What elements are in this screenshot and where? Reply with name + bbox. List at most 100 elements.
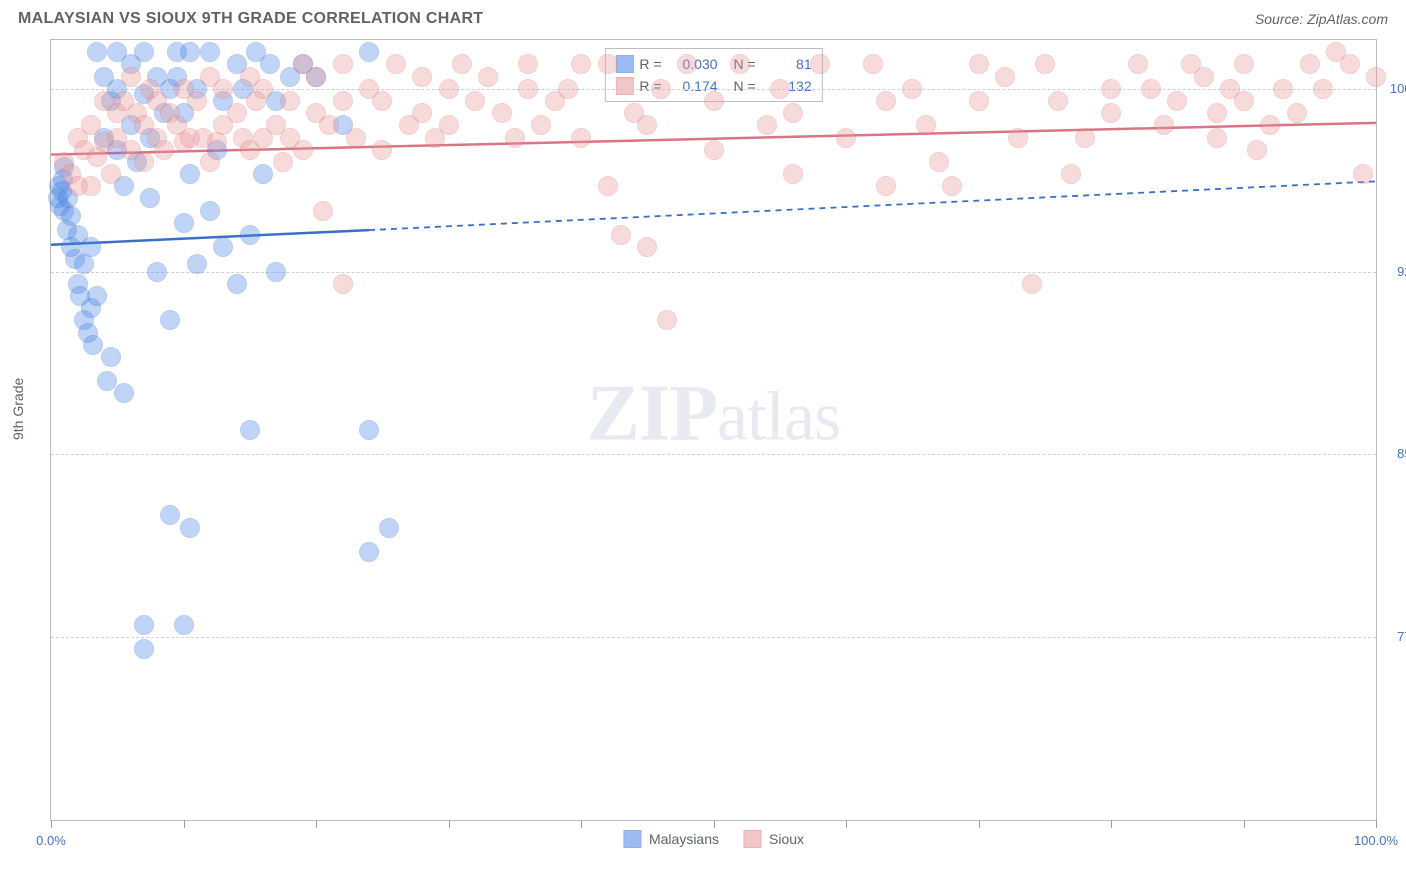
data-point	[200, 201, 220, 221]
gridline	[51, 454, 1376, 455]
data-point	[74, 254, 94, 274]
data-point	[227, 274, 247, 294]
x-tick	[846, 820, 847, 828]
data-point	[240, 420, 260, 440]
data-point	[372, 140, 392, 160]
data-point	[863, 54, 883, 74]
data-point	[518, 79, 538, 99]
y-tick-label: 77.5%	[1384, 629, 1406, 644]
y-tick-label: 85.0%	[1384, 446, 1406, 461]
data-point	[160, 505, 180, 525]
data-point	[730, 54, 750, 74]
data-point	[637, 237, 657, 257]
data-point	[1273, 79, 1293, 99]
data-point	[1008, 128, 1028, 148]
data-point	[359, 542, 379, 562]
gridline	[51, 272, 1376, 273]
data-point	[1300, 54, 1320, 74]
data-point	[611, 225, 631, 245]
data-point	[876, 176, 896, 196]
data-point	[180, 518, 200, 538]
sioux-swatch-icon	[743, 830, 761, 848]
data-point	[810, 54, 830, 74]
data-point	[518, 54, 538, 74]
data-point	[1234, 91, 1254, 111]
data-point	[1207, 103, 1227, 123]
data-point	[207, 132, 227, 152]
data-point	[97, 371, 117, 391]
y-tick-label: 92.5%	[1384, 264, 1406, 279]
data-point	[929, 152, 949, 172]
data-point	[505, 128, 525, 148]
data-point	[651, 79, 671, 99]
data-point	[87, 286, 107, 306]
data-point	[770, 79, 790, 99]
data-point	[313, 201, 333, 221]
data-point	[465, 91, 485, 111]
data-point	[637, 115, 657, 135]
data-point	[101, 164, 121, 184]
data-point	[154, 140, 174, 160]
data-point	[240, 225, 260, 245]
data-point	[783, 103, 803, 123]
data-point	[319, 115, 339, 135]
data-point	[492, 103, 512, 123]
data-point	[1035, 54, 1055, 74]
data-point	[902, 79, 922, 99]
data-point	[200, 42, 220, 62]
data-point	[87, 42, 107, 62]
data-point	[386, 54, 406, 74]
data-point	[147, 262, 167, 282]
data-point	[379, 518, 399, 538]
data-point	[213, 79, 233, 99]
series-legend: Malaysians Sioux	[623, 830, 804, 848]
x-tick	[1244, 820, 1245, 828]
data-point	[1353, 164, 1373, 184]
data-point	[704, 91, 724, 111]
data-point	[187, 254, 207, 274]
data-point	[273, 152, 293, 172]
data-point	[478, 67, 498, 87]
data-point	[439, 115, 459, 135]
data-point	[1366, 67, 1386, 87]
sioux-swatch	[615, 77, 633, 95]
data-point	[372, 91, 392, 111]
data-point	[83, 335, 103, 355]
data-point	[134, 152, 154, 172]
data-point	[1022, 274, 1042, 294]
data-point	[1101, 103, 1121, 123]
data-point	[306, 67, 326, 87]
data-point	[293, 140, 313, 160]
x-tick	[184, 820, 185, 828]
data-point	[598, 54, 618, 74]
data-point	[1128, 54, 1148, 74]
data-point	[439, 79, 459, 99]
data-point	[783, 164, 803, 184]
data-point	[531, 115, 551, 135]
x-tick	[1111, 820, 1112, 828]
data-point	[333, 274, 353, 294]
x-tick	[714, 820, 715, 828]
data-point	[160, 310, 180, 330]
y-tick-label: 100.0%	[1384, 81, 1406, 96]
data-point	[81, 176, 101, 196]
data-point	[969, 91, 989, 111]
data-point	[333, 91, 353, 111]
x-tick	[51, 820, 52, 828]
data-point	[1234, 54, 1254, 74]
data-point	[140, 188, 160, 208]
data-point	[61, 206, 81, 226]
data-point	[876, 91, 896, 111]
data-point	[571, 128, 591, 148]
data-point	[1340, 54, 1360, 74]
data-point	[174, 213, 194, 233]
data-point	[657, 310, 677, 330]
data-point	[180, 164, 200, 184]
data-point	[134, 42, 154, 62]
data-point	[1287, 103, 1307, 123]
data-point	[995, 67, 1015, 87]
legend-item-sioux: Sioux	[743, 830, 804, 848]
chart-source: Source: ZipAtlas.com	[1255, 11, 1388, 27]
data-point	[1141, 79, 1161, 99]
data-point	[598, 176, 618, 196]
